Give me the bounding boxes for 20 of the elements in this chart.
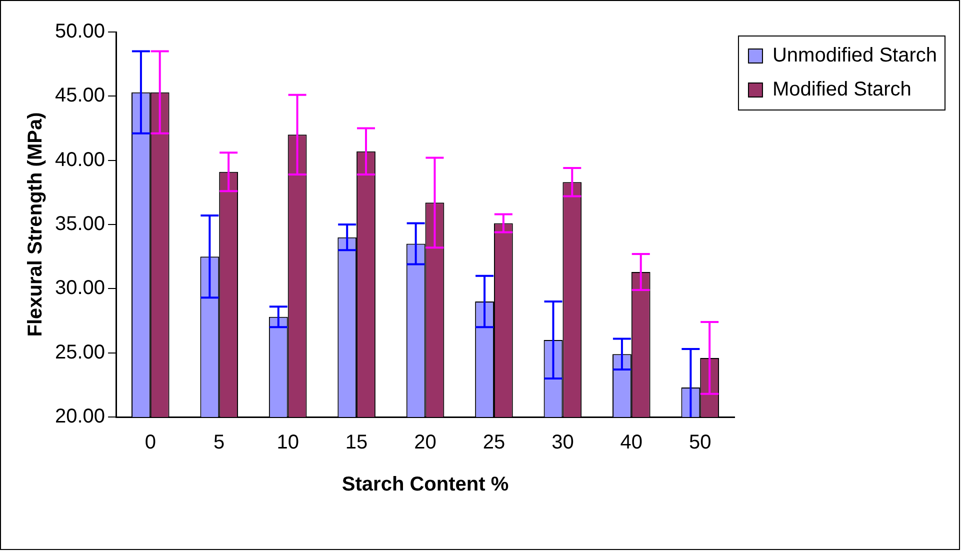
- x-tick-label: 20: [414, 432, 436, 454]
- x-tick-label: 25: [482, 432, 506, 454]
- y-tick-label: 20.00: [54, 406, 106, 428]
- y-tick-label: 50.00: [54, 20, 106, 43]
- x-tick-label: 15: [345, 432, 368, 454]
- y-tick-label: 30.00: [54, 277, 106, 300]
- legend-label: Unmodified Starch: [772, 44, 938, 67]
- x-tick-label: 0: [144, 432, 156, 454]
- y-tick-label: 45.00: [54, 84, 106, 107]
- legend-label: Modified Starch: [772, 78, 912, 101]
- y-tick-label: 35.00: [54, 213, 106, 236]
- x-tick-label: 30: [552, 432, 574, 454]
- x-tick-label: 40: [620, 432, 643, 454]
- x-tick-label: 10: [276, 432, 299, 454]
- x-tick-label: 50: [688, 432, 712, 454]
- x-tick-label: 5: [214, 432, 225, 454]
- y-tick-label: 40.00: [54, 148, 106, 171]
- y-axis-title: Flexural Strength (MPa): [24, 112, 47, 337]
- y-tick-label: 25.00: [54, 341, 106, 364]
- x-axis-title: Starch Content %: [342, 474, 509, 496]
